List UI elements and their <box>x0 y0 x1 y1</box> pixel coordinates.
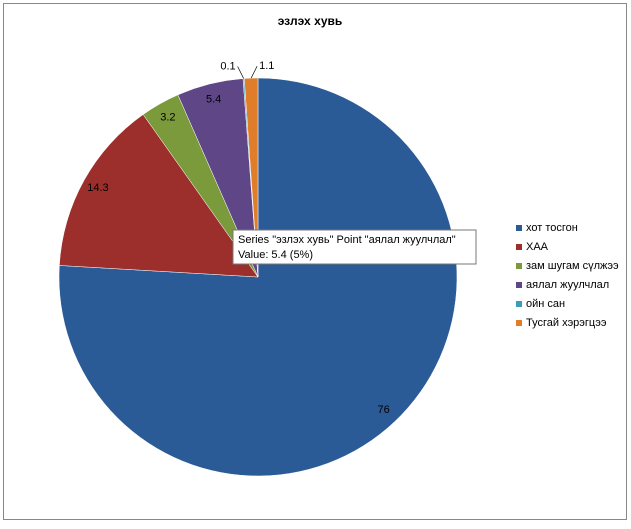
legend-swatch <box>516 263 522 269</box>
legend-swatch <box>516 320 522 326</box>
legend-swatch <box>516 282 522 288</box>
legend-label: ойн сан <box>526 298 565 310</box>
data-label: 3.2 <box>160 112 175 124</box>
legend-label: хот тосгон <box>526 222 578 234</box>
pie-slice <box>58 77 458 477</box>
legend-swatch <box>516 301 522 307</box>
pie-slice <box>59 114 259 278</box>
data-label: 0.1 <box>220 60 235 72</box>
data-label: 5.4 <box>206 93 221 105</box>
leader-line <box>237 66 244 79</box>
data-label: 14.3 <box>87 182 108 194</box>
legend-label: зам шугам сүлжээ <box>526 260 619 272</box>
leader-line <box>250 65 258 79</box>
chart-title: эзлэх хувь <box>278 14 343 28</box>
tooltip-text: Value: 5.4 (5%) <box>238 249 313 261</box>
legend-swatch <box>516 244 522 250</box>
legend-swatch <box>516 225 522 231</box>
data-label: 76 <box>378 404 390 416</box>
legend-label: ХАА <box>526 241 549 253</box>
data-label: 1.1 <box>259 60 274 72</box>
legend-label: Тусгай хэрэгцээ <box>526 317 607 329</box>
tooltip-text: Series "эзлэх хувь" Point "аялал жуулчла… <box>238 234 456 246</box>
legend-label: аялал жуулчлал <box>526 279 609 291</box>
tooltip-box <box>232 229 477 265</box>
